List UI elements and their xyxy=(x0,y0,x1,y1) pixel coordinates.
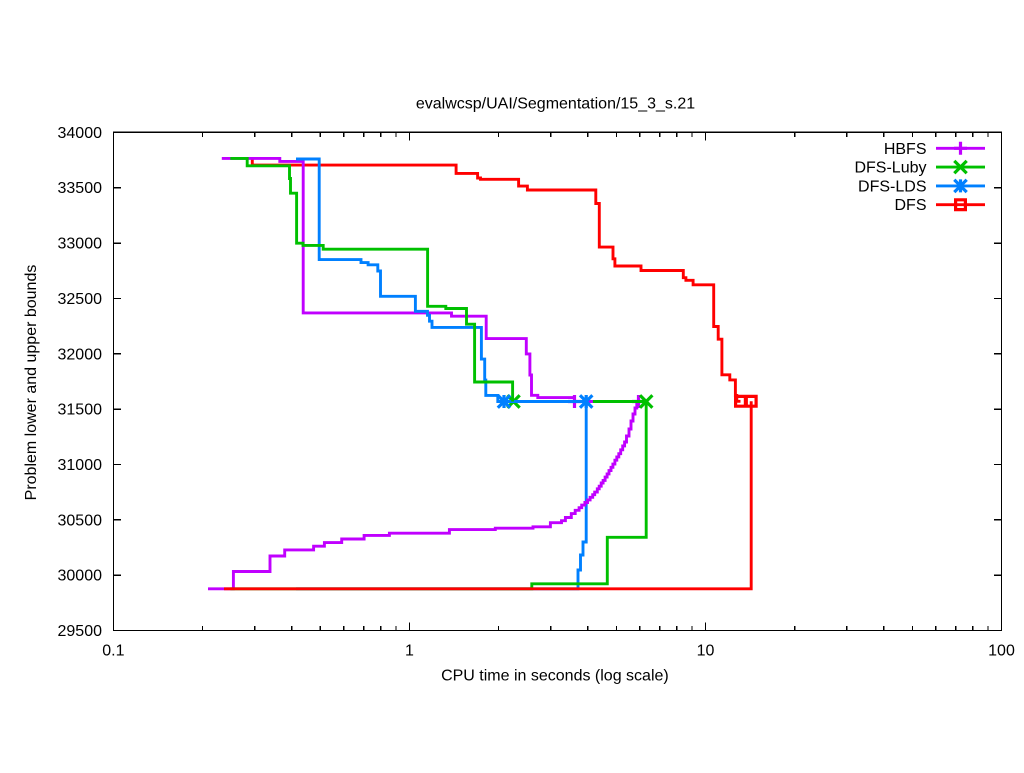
svg-text:33000: 33000 xyxy=(58,236,103,253)
svg-text:DFS-Luby: DFS-Luby xyxy=(854,160,926,177)
svg-text:34000: 34000 xyxy=(58,125,103,142)
svg-text:evalwcsp/UAI/Segmentation/15_3: evalwcsp/UAI/Segmentation/15_3_s.21 xyxy=(416,95,695,112)
svg-text:1: 1 xyxy=(405,643,414,660)
svg-text:30000: 30000 xyxy=(58,568,103,585)
svg-text:32000: 32000 xyxy=(58,346,103,363)
svg-text:30500: 30500 xyxy=(58,512,103,529)
svg-text:29500: 29500 xyxy=(58,623,103,640)
svg-text:100: 100 xyxy=(988,643,1015,660)
svg-text:DFS: DFS xyxy=(895,197,927,214)
svg-text:32500: 32500 xyxy=(58,291,103,308)
svg-text:31500: 31500 xyxy=(58,402,103,419)
svg-text:31000: 31000 xyxy=(58,457,103,474)
svg-text:CPU time in seconds (log scale: CPU time in seconds (log scale) xyxy=(441,667,669,684)
svg-text:10: 10 xyxy=(697,643,715,660)
svg-text:Problem lower and upper bounds: Problem lower and upper bounds xyxy=(23,265,40,501)
svg-text:DFS-LDS: DFS-LDS xyxy=(858,178,926,195)
svg-text:0.1: 0.1 xyxy=(102,643,124,660)
svg-text:HBFS: HBFS xyxy=(884,141,927,158)
svg-text:33500: 33500 xyxy=(58,180,103,197)
